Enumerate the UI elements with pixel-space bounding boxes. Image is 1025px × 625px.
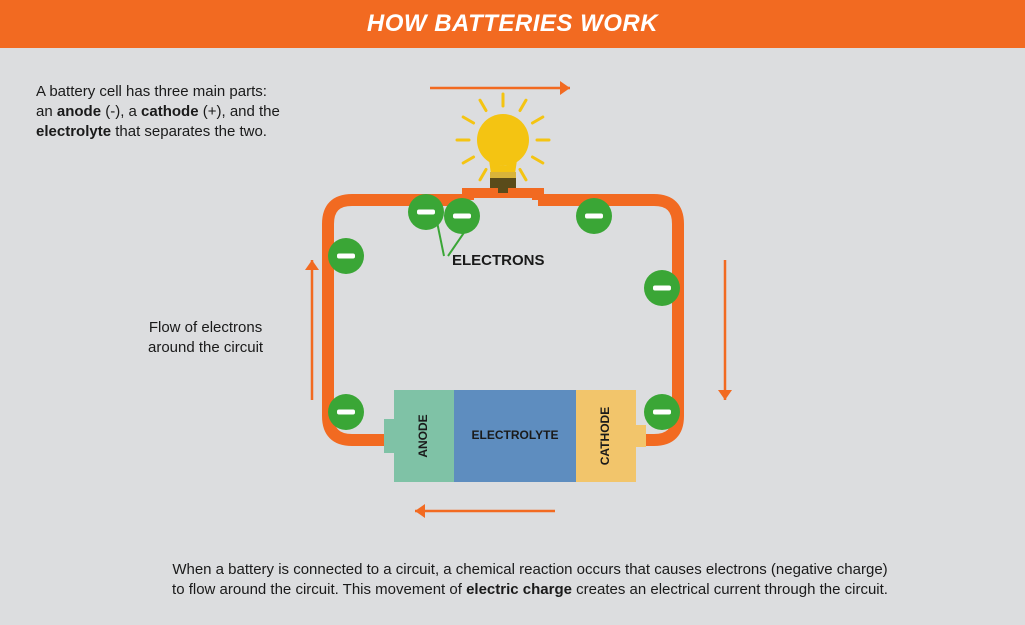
infographic-canvas: HOW BATTERIES WORK A battery cell has th… <box>0 0 1025 625</box>
electrons-label: ELECTRONS <box>452 252 545 269</box>
lightbulb-icon <box>457 94 549 193</box>
battery-label-cathode: CATHODE <box>598 407 612 465</box>
battery-label-electrolyte: ELECTROLYTE <box>472 428 559 442</box>
electron-icon <box>328 238 364 274</box>
electron-icon <box>644 270 680 306</box>
electron-icon <box>408 194 444 230</box>
electron-icon <box>444 198 480 234</box>
battery-label-anode: ANODE <box>416 414 430 457</box>
electron-icon <box>576 198 612 234</box>
bottom-paragraph: When a battery is connected to a circuit… <box>120 560 940 600</box>
battery: ANODE ELECTROLYTE CATHODE <box>384 390 646 482</box>
circuit-diagram: ANODE ELECTROLYTE CATHODE <box>0 0 1025 625</box>
electron-icon <box>644 394 680 430</box>
electron-icon <box>328 394 364 430</box>
